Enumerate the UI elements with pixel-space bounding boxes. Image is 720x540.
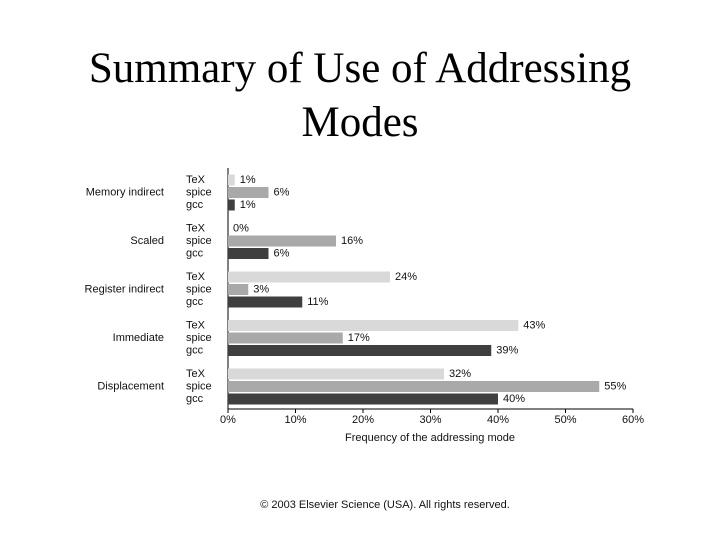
series-label: TeX — [186, 319, 206, 331]
bar — [228, 284, 249, 295]
bar — [228, 199, 235, 211]
value-label: 6% — [274, 247, 290, 259]
value-label: 39% — [496, 344, 518, 356]
series-label: TeX — [186, 271, 206, 283]
value-label: 17% — [348, 332, 370, 344]
series-label: gcc — [186, 296, 204, 308]
value-label: 40% — [503, 393, 525, 405]
category-label: Scaled — [130, 235, 164, 247]
series-label: spice — [186, 283, 212, 295]
bar — [228, 320, 519, 331]
series-label: spice — [186, 235, 212, 247]
value-label: 32% — [449, 368, 471, 380]
x-tick-label: 50% — [554, 414, 576, 426]
bar — [228, 368, 444, 380]
bar — [228, 235, 336, 247]
value-label: 1% — [240, 199, 256, 211]
slide-title: Summary of Use of Addressing Modes — [88, 45, 632, 146]
x-tick-label: 0% — [220, 414, 236, 426]
value-label: 3% — [253, 283, 269, 295]
x-tick-label: 40% — [487, 414, 509, 426]
bar — [228, 174, 235, 186]
series-label: spice — [186, 332, 212, 344]
bar — [228, 393, 498, 405]
series-label: gcc — [186, 393, 204, 405]
value-label: 16% — [341, 235, 363, 247]
bar — [228, 248, 269, 259]
series-label: TeX — [186, 368, 206, 380]
value-label: 43% — [523, 319, 545, 331]
value-label: 11% — [307, 296, 328, 308]
bar — [228, 296, 303, 308]
bar — [228, 332, 343, 344]
bar — [228, 271, 390, 283]
x-tick-label: 10% — [284, 414, 306, 426]
bar — [228, 345, 492, 356]
value-label: 0% — [233, 222, 249, 234]
x-tick-label: 30% — [419, 414, 441, 426]
value-label: 55% — [604, 380, 626, 392]
copyright: © 2003 Elsevier Science (USA). All right… — [260, 499, 510, 511]
category-label: Register indirect — [85, 283, 164, 295]
value-label: 24% — [395, 271, 417, 283]
x-tick-label: 20% — [352, 414, 374, 426]
bar — [228, 381, 600, 392]
series-label: spice — [186, 380, 212, 392]
series-label: spice — [186, 186, 212, 198]
series-label: gcc — [186, 344, 204, 356]
value-label: 1% — [240, 174, 256, 186]
bar — [228, 187, 269, 198]
category-label: Memory indirect — [86, 186, 164, 198]
x-tick-label: 60% — [622, 414, 644, 426]
series-label: TeX — [186, 174, 206, 186]
series-label: gcc — [186, 199, 204, 211]
series-label: gcc — [186, 247, 204, 259]
series-label: TeX — [186, 222, 206, 234]
category-label: Immediate — [113, 332, 164, 344]
value-label: 6% — [274, 186, 290, 198]
x-axis-label: Frequency of the addressing mode — [345, 432, 515, 444]
category-label: Displacement — [97, 380, 164, 392]
